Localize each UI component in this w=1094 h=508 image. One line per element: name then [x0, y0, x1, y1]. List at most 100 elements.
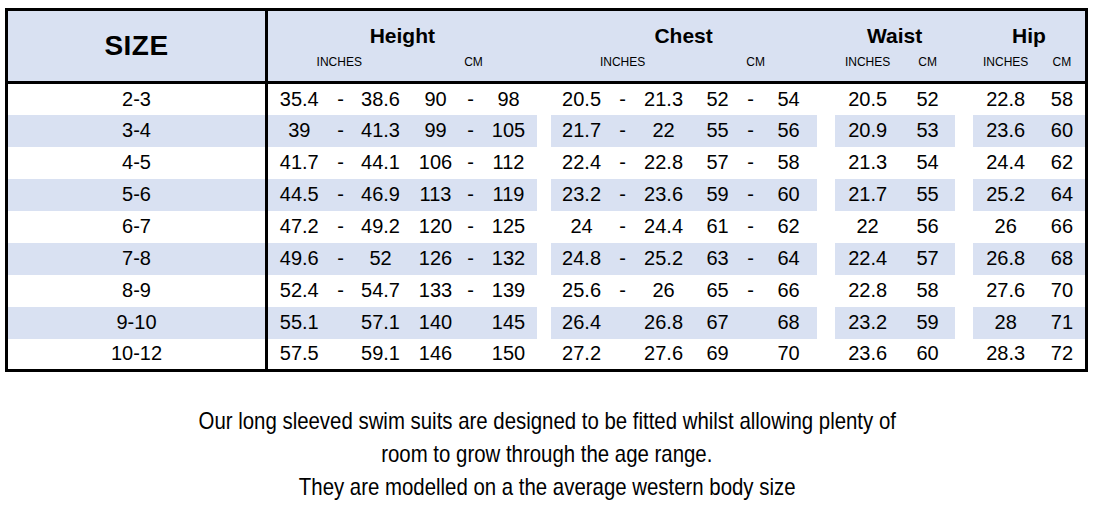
gutter-cell [955, 147, 973, 179]
chest-inches-label: INCHES [551, 55, 695, 83]
table-cell: 106 [411, 147, 461, 179]
table-cell: 139 [481, 275, 537, 307]
size-cell: 3-4 [7, 115, 267, 147]
table-cell: 27.2 [551, 339, 613, 371]
table-cell: 53 [901, 115, 955, 147]
table-cell: 21.7 [551, 115, 613, 147]
table-cell: 28.3 [973, 339, 1039, 371]
table-cell: 49.6 [267, 243, 331, 275]
table-cell: 98 [481, 83, 537, 115]
table-cell: 22.4 [551, 147, 613, 179]
table-cell: 41.3 [351, 115, 411, 147]
size-cell: 6-7 [7, 211, 267, 243]
table-cell: 68 [1039, 243, 1087, 275]
gutter-cell [537, 339, 551, 371]
table-cell [613, 307, 633, 339]
table-cell: 22.8 [973, 83, 1039, 115]
table-cell: 22.8 [633, 147, 695, 179]
table-cell: 150 [481, 339, 537, 371]
table-cell: 22 [633, 115, 695, 147]
table-cell: - [461, 179, 481, 211]
table-cell: - [741, 147, 761, 179]
header-group-row: SIZE Height Chest Waist Hip [7, 10, 1087, 55]
table-cell: 25.2 [633, 243, 695, 275]
table-cell: 52 [351, 243, 411, 275]
table-cell: - [331, 147, 351, 179]
size-column-header: SIZE [7, 10, 267, 83]
note-line-text: room to grow through the age range. [381, 437, 712, 470]
table-cell: - [741, 275, 761, 307]
table-cell: 38.6 [351, 83, 411, 115]
table-cell: 60 [1039, 115, 1087, 147]
table-cell: 44.5 [267, 179, 331, 211]
chest-cm-label: CM [695, 55, 817, 83]
table-cell [741, 339, 761, 371]
table-cell: 72 [1039, 339, 1087, 371]
size-cell: 9-10 [7, 307, 267, 339]
table-cell [331, 307, 351, 339]
gutter-cell [955, 339, 973, 371]
table-row: 5-644.5-46.9113-11923.2-23.659-6021.7552… [7, 179, 1087, 211]
table-cell: 99 [411, 115, 461, 147]
gutter-cell [955, 243, 973, 275]
table-cell: 54.7 [351, 275, 411, 307]
table-cell: - [461, 211, 481, 243]
table-cell: 21.3 [835, 147, 901, 179]
size-chart-table: SIZE Height Chest Waist Hip INCHES CM IN… [5, 8, 1088, 372]
gutter-cell [537, 275, 551, 307]
table-cell: 58 [901, 275, 955, 307]
table-cell: - [741, 211, 761, 243]
table-cell: 22 [835, 211, 901, 243]
size-cell: 10-12 [7, 339, 267, 371]
gutter-cell [537, 179, 551, 211]
table-cell: 25.2 [973, 179, 1039, 211]
table-cell: 20.5 [551, 83, 613, 115]
gutter-cell [817, 243, 835, 275]
table-cell: 64 [1039, 179, 1087, 211]
table-cell: 23.6 [633, 179, 695, 211]
note-line: room to grow through the age range. [0, 437, 1094, 470]
table-cell [331, 339, 351, 371]
waist-column-header: Waist [835, 10, 955, 55]
table-cell: 24 [551, 211, 613, 243]
size-cell: 2-3 [7, 83, 267, 115]
gutter-cell [817, 83, 835, 115]
table-cell: 44.1 [351, 147, 411, 179]
table-cell: - [331, 275, 351, 307]
table-cell: 56 [901, 211, 955, 243]
gutter-cell [537, 243, 551, 275]
table-cell: - [461, 275, 481, 307]
table-cell: 60 [901, 339, 955, 371]
table-cell: 57.1 [351, 307, 411, 339]
table-cell: - [461, 147, 481, 179]
table-cell: - [461, 243, 481, 275]
table-cell: - [613, 147, 633, 179]
table-cell: 23.2 [551, 179, 613, 211]
table-cell: 24.4 [633, 211, 695, 243]
size-cell: 7-8 [7, 243, 267, 275]
table-cell: 54 [761, 83, 817, 115]
table-cell: - [331, 179, 351, 211]
table-cell: 140 [411, 307, 461, 339]
gutter-cell [537, 211, 551, 243]
table-cell: 60 [761, 179, 817, 211]
footer-note: Our long sleeved swim suits are designed… [0, 404, 1094, 503]
table-cell: - [613, 83, 633, 115]
table-cell: - [613, 211, 633, 243]
table-cell: 25.6 [551, 275, 613, 307]
table-cell: - [613, 179, 633, 211]
table-cell: 22.8 [835, 275, 901, 307]
table-cell: 119 [481, 179, 537, 211]
table-cell: 67 [695, 307, 741, 339]
hip-cm-label: CM [1039, 55, 1087, 83]
gutter-cell [817, 147, 835, 179]
table-cell: - [331, 83, 351, 115]
gutter-cell [817, 179, 835, 211]
size-cell: 4-5 [7, 147, 267, 179]
table-cell: 52 [901, 83, 955, 115]
gutter-cell [817, 307, 835, 339]
table-cell: 26.4 [551, 307, 613, 339]
table-cell: - [331, 115, 351, 147]
table-cell: 65 [695, 275, 741, 307]
table-cell: - [331, 243, 351, 275]
